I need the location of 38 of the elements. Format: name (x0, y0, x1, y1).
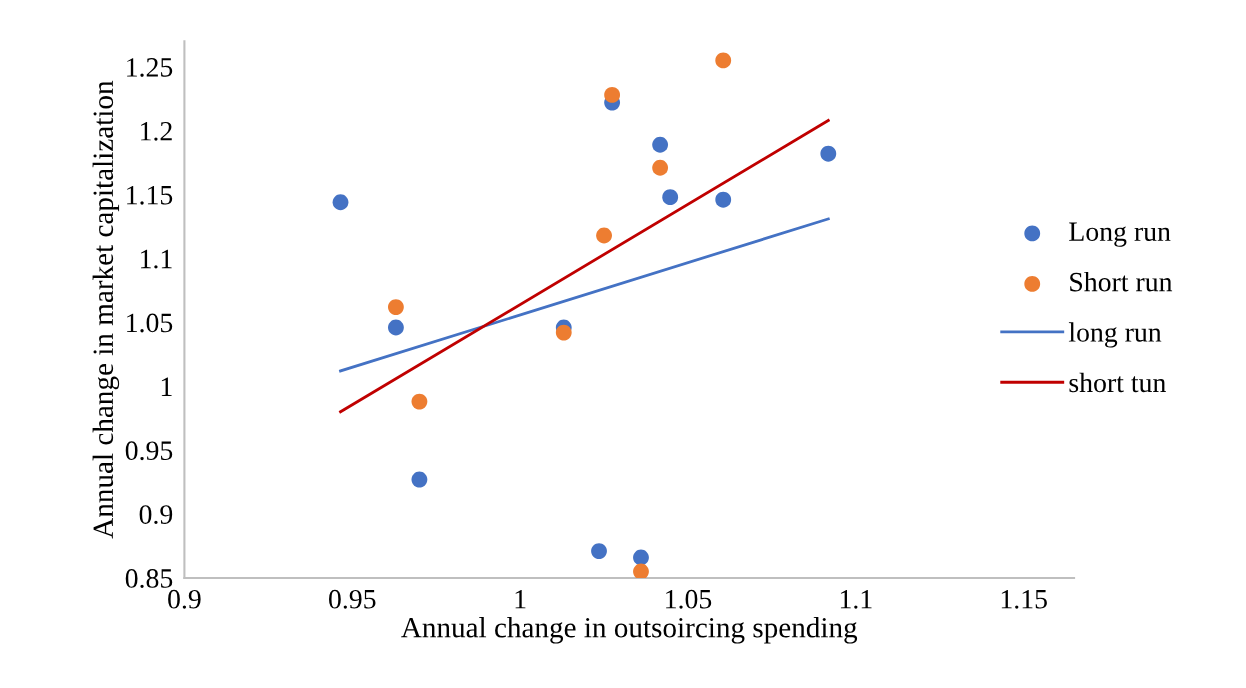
point (411, 393, 428, 410)
y-tick-label: 0.85 (125, 569, 173, 588)
point (652, 159, 669, 176)
point (596, 227, 612, 244)
x-axis-title: Annual change in outsoircing spending (401, 617, 858, 644)
y-tick-label: 1.15 (127, 185, 173, 205)
x-tick-label: 0.95 (329, 589, 376, 609)
y-tick-label: 1.05 (127, 313, 173, 333)
x-tick-label: 1.05 (666, 589, 712, 609)
legend-label: Short run (1070, 271, 1173, 292)
point (591, 543, 607, 560)
point (332, 194, 349, 211)
point (633, 563, 649, 578)
y-tick-label: 1.25 (127, 58, 173, 77)
legend-label: long run (1068, 322, 1162, 348)
point (411, 471, 428, 488)
x-tick-label: 0.9 (168, 589, 201, 609)
x-tick-label: 1.1 (840, 589, 872, 609)
point (662, 189, 679, 206)
y-tick-label: 1 (161, 377, 172, 396)
point (387, 299, 404, 315)
point (715, 52, 732, 69)
point (820, 145, 837, 162)
y-tick-label: 1.2 (141, 121, 172, 141)
point (555, 324, 572, 341)
y-tick-label: 1.1 (141, 249, 172, 269)
y-tick-label: 0.9 (139, 505, 173, 525)
legend-label: Long run (1069, 222, 1171, 247)
x-tick-label: 1.15 (1001, 589, 1047, 609)
y-tick-label: 0.95 (125, 441, 173, 461)
point (387, 319, 404, 336)
y-axis-title: Annual change in market capitalization (92, 80, 120, 539)
point (652, 136, 669, 153)
point (604, 87, 621, 103)
point (633, 549, 649, 566)
x-tick-label: 1 (515, 589, 526, 609)
legend-label: short tun (1069, 372, 1166, 393)
point (715, 191, 732, 208)
